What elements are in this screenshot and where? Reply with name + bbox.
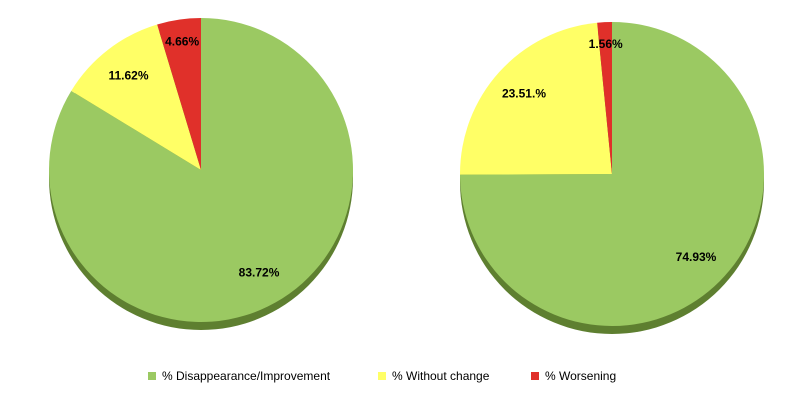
legend-label: % Disappearance/Improvement: [162, 369, 331, 383]
data-label: 83.72%: [239, 266, 280, 280]
data-label: 4.66%: [165, 34, 199, 48]
pie-slice: [597, 22, 612, 174]
pie-slice: [460, 22, 764, 326]
legend-swatch: [148, 372, 156, 380]
legend-label: % Without change: [392, 369, 490, 383]
data-label: 23.51.%: [502, 87, 546, 101]
pie-slice: [71, 24, 201, 170]
legend-swatch: [378, 372, 386, 380]
legend: % Disappearance/Improvement % Without cha…: [148, 369, 616, 383]
pie-slice: [48, 18, 353, 322]
legend-swatch: [531, 372, 539, 380]
legend-label: % Worsening: [545, 369, 616, 383]
pie-slice: [157, 18, 201, 170]
data-label: 74.93%: [676, 250, 717, 264]
pie-slice: [460, 22, 612, 175]
data-label: 11.62%: [108, 68, 148, 82]
data-label: 1.56%: [589, 37, 623, 51]
